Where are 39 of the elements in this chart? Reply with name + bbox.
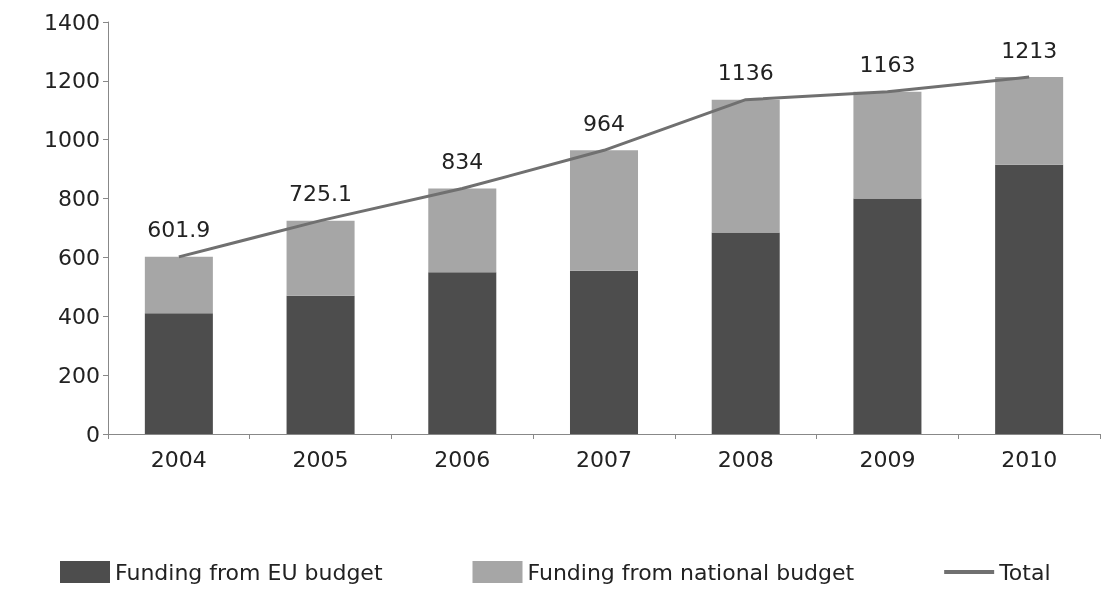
data-label: 601.9 — [147, 217, 211, 243]
bar — [428, 188, 497, 273]
bar — [286, 295, 355, 434]
legend-label: Funding from EU budget — [115, 559, 383, 585]
y-tick-label: 1200 — [44, 68, 100, 94]
bar — [711, 232, 780, 434]
x-tick-label: 2006 — [434, 446, 491, 472]
bar — [569, 150, 639, 271]
bar — [995, 164, 1064, 434]
x-tick-label: 2005 — [292, 446, 349, 472]
data-label: 1213 — [1001, 37, 1058, 63]
data-label: 834 — [441, 149, 484, 175]
x-tick-label: 2010 — [1001, 446, 1058, 472]
data-label: 1136 — [717, 60, 774, 86]
bar — [711, 99, 780, 233]
legend-label: Funding from national budget — [527, 559, 855, 585]
y-tick-label: 800 — [58, 186, 100, 212]
bar — [853, 198, 922, 434]
bar — [286, 220, 355, 296]
data-label: 1163 — [859, 52, 916, 78]
data-label: 725.1 — [289, 181, 353, 207]
x-tick-label: 2007 — [576, 446, 632, 472]
x-tick-label: 2004 — [150, 446, 207, 472]
bar — [144, 313, 213, 434]
y-tick-label: 0 — [86, 421, 100, 447]
y-tick-label: 200 — [58, 362, 100, 388]
x-tick-label: 2009 — [859, 446, 916, 472]
bar — [428, 272, 497, 434]
bar — [569, 270, 639, 434]
bar — [853, 91, 922, 199]
y-tick-label: 400 — [58, 303, 100, 329]
y-tick-label: 1400 — [44, 9, 100, 35]
bar — [995, 77, 1064, 165]
x-tick-label: 2008 — [717, 446, 774, 472]
y-tick-label: 1000 — [44, 127, 100, 153]
bar — [144, 256, 213, 314]
legend-label: Total — [998, 559, 1051, 585]
data-label: 964 — [583, 110, 625, 136]
y-tick-label: 600 — [58, 244, 100, 270]
